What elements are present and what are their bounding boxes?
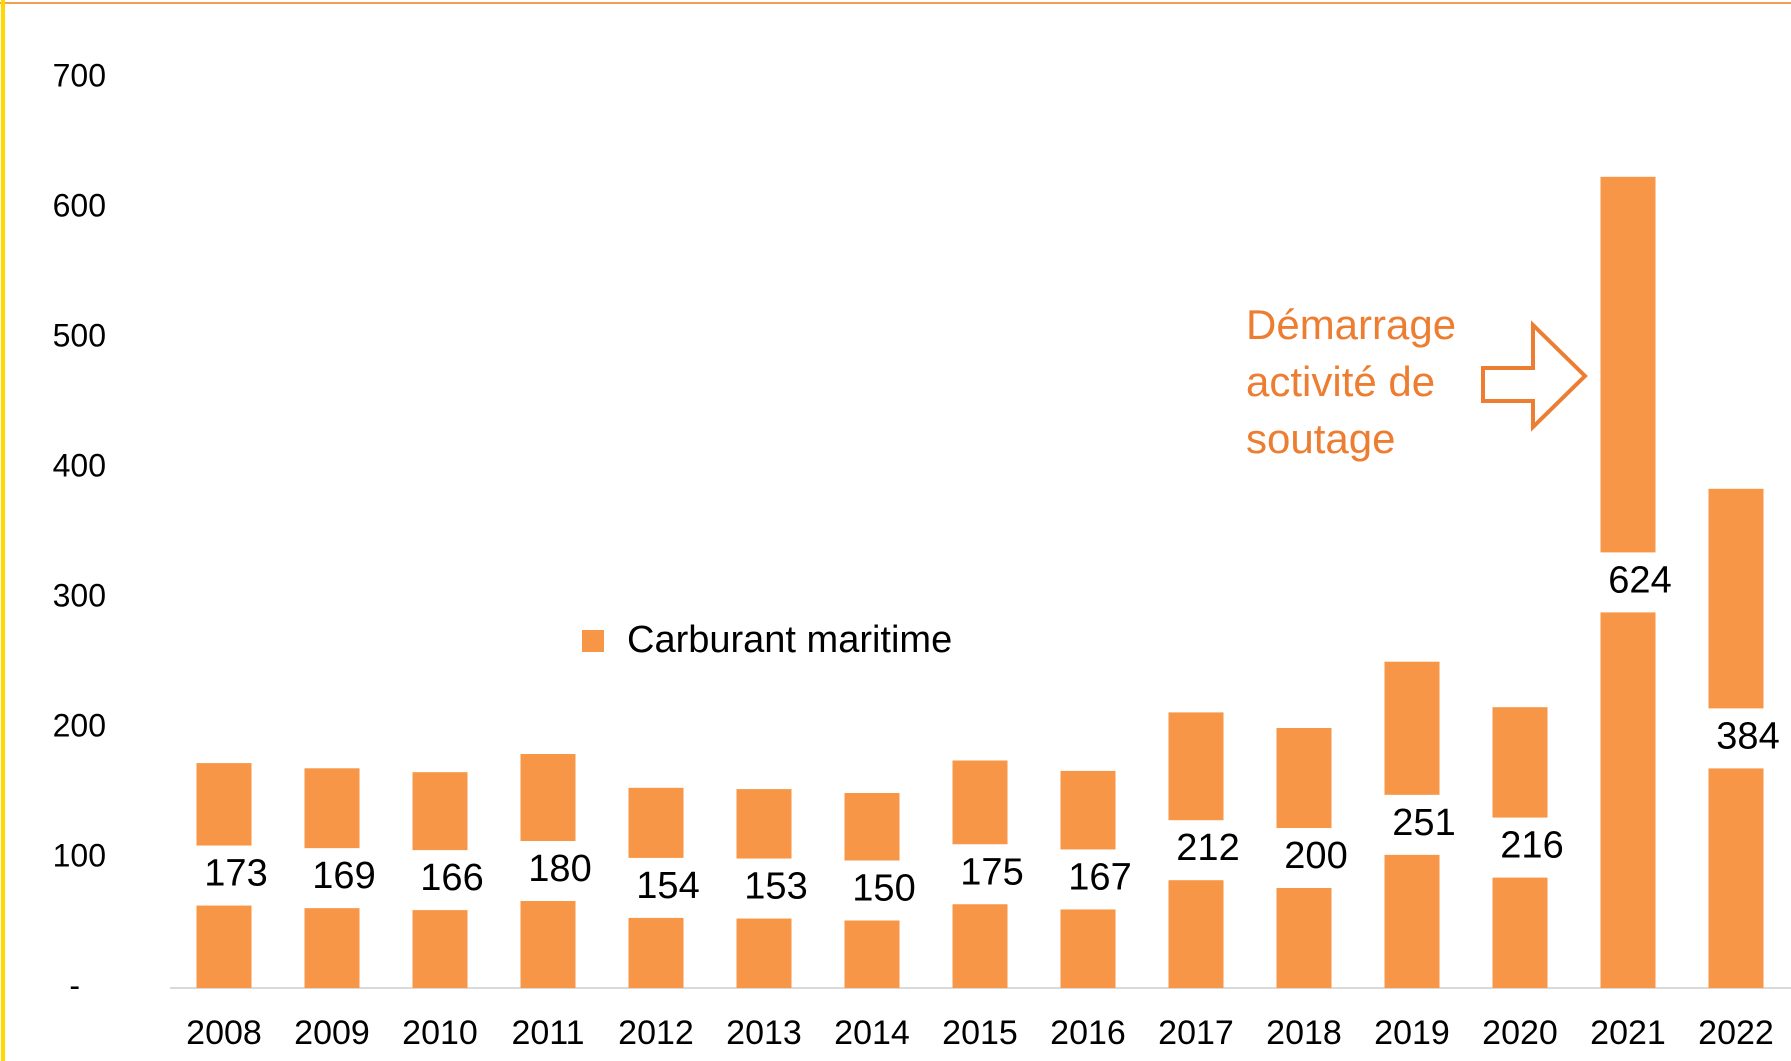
x-tick-label: 2013 (726, 1014, 802, 1052)
label-background (1480, 817, 1560, 878)
x-tick-label: 2017 (1158, 1014, 1234, 1052)
legend-swatch (582, 630, 604, 652)
data-label: 153 (744, 866, 807, 908)
x-tick-label: 2022 (1698, 1014, 1774, 1052)
y-tick-label: 600 (53, 187, 106, 223)
x-tick-label: 2019 (1374, 1014, 1450, 1052)
y-tick-label: - (69, 967, 80, 1003)
label-background (1588, 552, 1668, 613)
label-background (400, 850, 480, 911)
label-background (1372, 794, 1452, 855)
annotation: Démarrage (1246, 301, 1456, 348)
data-label: 169 (312, 855, 375, 897)
y-tick-label: 500 (53, 317, 106, 353)
y-tick-label: 400 (53, 447, 106, 483)
annotation-arrow (1481, 320, 1588, 432)
y-tick-label: 300 (53, 577, 106, 613)
y-tick-label: 700 (53, 57, 106, 93)
y-tick-label: 100 (53, 837, 106, 873)
label-background (1156, 820, 1236, 881)
data-label: 180 (528, 848, 591, 890)
data-label: 166 (420, 857, 483, 899)
annotation: soutage (1246, 415, 1395, 462)
label-background (1048, 849, 1128, 910)
label-background (508, 841, 588, 901)
label-background (616, 857, 696, 918)
x-tick-label: 2009 (294, 1014, 370, 1052)
label-background (1264, 828, 1344, 888)
legend-label: Carburant maritime (627, 619, 952, 661)
x-tick-label: 2020 (1482, 1014, 1558, 1052)
x-tick-label: 2015 (942, 1014, 1018, 1052)
annotation: activité de (1246, 358, 1435, 405)
label-background (1696, 708, 1776, 769)
x-tick-label: 2010 (402, 1014, 478, 1052)
label-background (292, 848, 372, 909)
x-tick-label: 2021 (1590, 1014, 1666, 1052)
data-label: 154 (636, 865, 699, 907)
y-tick-label: 200 (53, 707, 106, 743)
x-tick-label: 2008 (186, 1014, 262, 1052)
label-background (724, 858, 804, 919)
data-label: 200 (1284, 835, 1347, 877)
data-label: 384 (1716, 715, 1779, 757)
label-background (832, 860, 912, 921)
data-label: 251 (1392, 802, 1455, 844)
data-label: 216 (1500, 825, 1563, 867)
data-label: 167 (1068, 856, 1131, 898)
x-tick-label: 2014 (834, 1014, 910, 1052)
data-label: 175 (960, 851, 1023, 893)
data-label: 150 (852, 868, 915, 910)
label-background (184, 845, 264, 906)
data-label: 173 (204, 853, 267, 895)
x-tick-label: 2011 (511, 1014, 584, 1052)
label-background (940, 844, 1020, 905)
x-tick-label: 2012 (618, 1014, 694, 1052)
x-tick-label: 2016 (1050, 1014, 1126, 1052)
data-label: 624 (1608, 559, 1671, 601)
x-tick-label: 2018 (1266, 1014, 1342, 1052)
data-label: 212 (1176, 827, 1239, 869)
